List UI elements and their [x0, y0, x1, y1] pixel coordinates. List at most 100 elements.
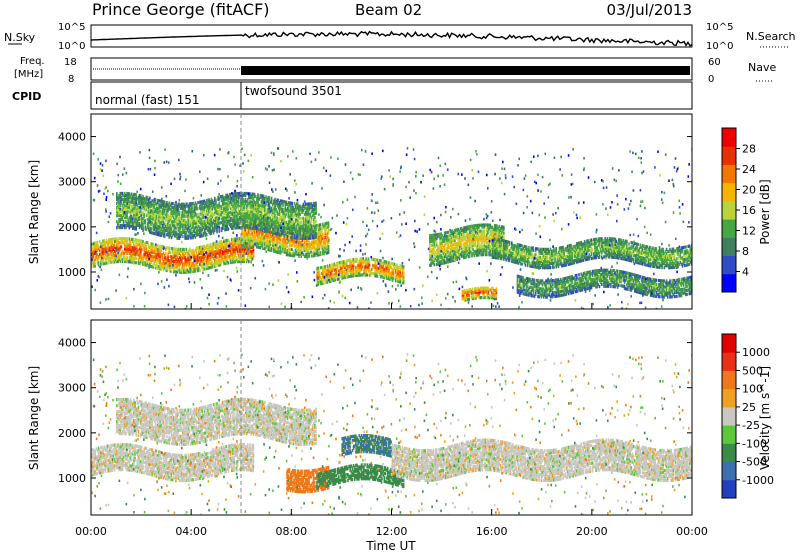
- heatmap-cell: [250, 226, 252, 230]
- heatmap-cell: [690, 247, 692, 252]
- heatmap-cell: [306, 246, 308, 251]
- heatmap-cell: [476, 239, 479, 243]
- heatmap-cell: [676, 257, 678, 261]
- heatmap-cell: [503, 253, 505, 257]
- heatmap-cell: [665, 255, 668, 260]
- heatmap-cell: [291, 238, 293, 242]
- heatmap-cell: [621, 257, 624, 261]
- heatmap-cell: [130, 245, 133, 250]
- heatmap-cell: [265, 231, 267, 235]
- heatmap-cell: [221, 252, 224, 256]
- heatmap-cell: [184, 268, 186, 272]
- heatmap-cell: [331, 277, 333, 281]
- heatmap-cell: [653, 248, 655, 252]
- heatmap-cell: [342, 270, 345, 274]
- heatmap-cell: [645, 255, 647, 259]
- heatmap-cell: [113, 260, 116, 264]
- heatmap-cell: [468, 238, 471, 243]
- heatmap-cell: [188, 259, 191, 264]
- heatmap-cell: [248, 232, 250, 236]
- heatmap-cell: [573, 259, 576, 263]
- heatmap-cell: [648, 245, 651, 250]
- heatmap-cell: [298, 246, 300, 250]
- heatmap-cell: [386, 276, 389, 281]
- heatmap-cell: [203, 244, 206, 248]
- heatmap-cell: [316, 268, 318, 273]
- heatmap-cell: [124, 215, 126, 220]
- heatmap-cell: [611, 251, 613, 255]
- heatmap-cell: [618, 248, 620, 252]
- heatmap-cell: [125, 224, 127, 228]
- heatmap-cell: [611, 243, 613, 247]
- heatmap-cell: [391, 268, 394, 272]
- heatmap-cell: [458, 231, 461, 235]
- heatmap-cell: [252, 228, 255, 233]
- heatmap-cell: [481, 290, 484, 294]
- heatmap-cell: [274, 245, 276, 250]
- heatmap-cell: [213, 260, 216, 264]
- heatmap-cell: [611, 237, 613, 241]
- heatmap-cell: [273, 235, 275, 239]
- heatmap-cell: [275, 234, 277, 238]
- heatmap-cell: [677, 263, 679, 267]
- heatmap-cell: [456, 245, 458, 250]
- heatmap-cell: [96, 245, 99, 249]
- heatmap-cell: [644, 260, 646, 265]
- heatmap-cell: [619, 250, 621, 254]
- heatmap-cell: [515, 244, 518, 248]
- heatmap-cell: [303, 244, 306, 249]
- heatmap-cell: [483, 243, 486, 247]
- heatmap-cell: [169, 259, 172, 263]
- heatmap-cell: [483, 229, 486, 233]
- heatmap-cell: [685, 245, 687, 249]
- heatmap-cell: [384, 268, 387, 272]
- heatmap-cell: [129, 243, 132, 247]
- heatmap-cell: [450, 251, 453, 255]
- heatmap-cell: [279, 247, 282, 251]
- heatmap-cell: [317, 268, 320, 272]
- heatmap-cell: [119, 193, 122, 198]
- heatmap-cell: [138, 251, 141, 255]
- heatmap-cell: [451, 235, 454, 239]
- heatmap-cell: [497, 256, 499, 260]
- heatmap-cell: [218, 251, 221, 255]
- heatmap-cell: [682, 245, 685, 250]
- heatmap-cell: [324, 226, 326, 230]
- heatmap-cell: [238, 243, 241, 247]
- heatmap-cell: [136, 244, 139, 249]
- heatmap-cell: [481, 241, 484, 245]
- heatmap-cell: [216, 261, 218, 266]
- heatmap-cell: [385, 274, 388, 278]
- heatmap-cell: [499, 246, 502, 250]
- heatmap-cell: [442, 237, 445, 241]
- heatmap-cell: [390, 273, 392, 278]
- heatmap-cell: [637, 259, 639, 263]
- heatmap-cell: [496, 240, 498, 244]
- heatmap-cell: [368, 259, 371, 263]
- heatmap-cell: [293, 244, 296, 248]
- heatmap-cell: [163, 256, 166, 260]
- heatmap-cell: [124, 225, 126, 230]
- heatmap-cell: [341, 274, 344, 278]
- heatmap-cell: [116, 202, 118, 206]
- heatmap-cell: [623, 245, 626, 249]
- heatmap-cell: [267, 240, 270, 244]
- heatmap-cell: [271, 219, 274, 223]
- heatmap-cell: [383, 276, 386, 280]
- heatmap-cell: [328, 269, 331, 274]
- heatmap-cell: [486, 292, 489, 296]
- heatmap-cell: [444, 241, 447, 245]
- heatmap-cell: [142, 262, 144, 266]
- heatmap-cell: [216, 247, 218, 251]
- heatmap-cell: [492, 229, 495, 234]
- heatmap-cell: [134, 215, 136, 219]
- heatmap-cell: [315, 224, 317, 228]
- heatmap-cell: [491, 237, 494, 241]
- heatmap-cell: [158, 264, 160, 269]
- heatmap-cell: [234, 247, 237, 252]
- heatmap-cell: [240, 249, 242, 253]
- heatmap-cell: [621, 244, 624, 249]
- heatmap-cell: [630, 259, 633, 263]
- heatmap-cell: [595, 241, 597, 245]
- heatmap-cell: [470, 289, 473, 293]
